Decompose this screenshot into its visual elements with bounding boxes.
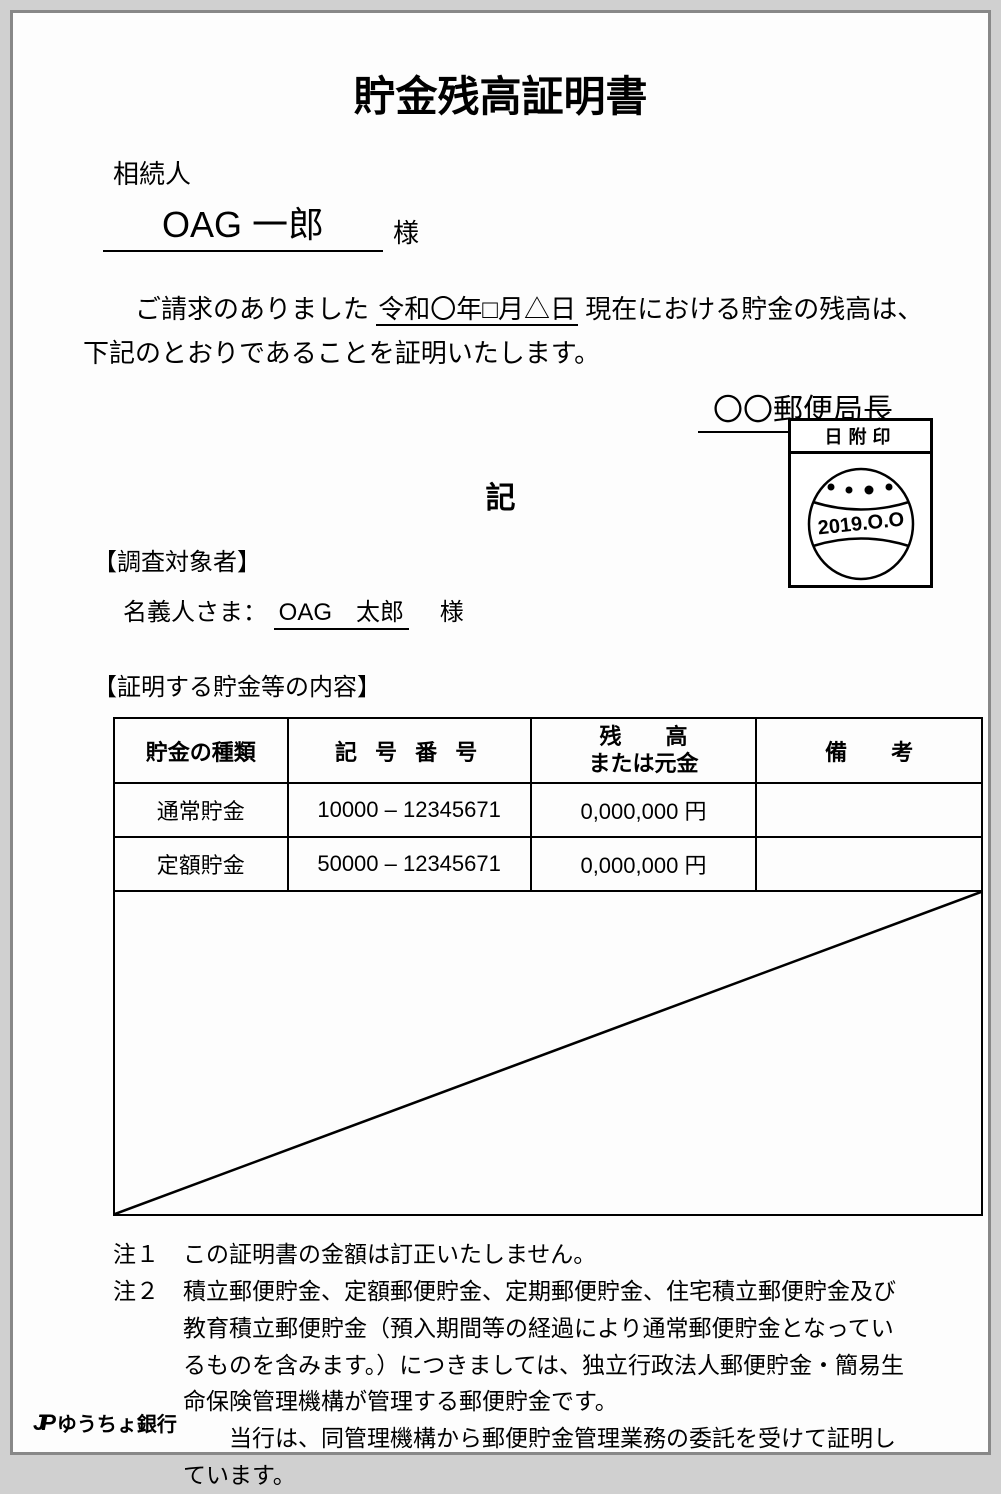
statement-prefix: ご請求のありました <box>135 294 369 324</box>
table-header-row: 貯金の種類 記 号 番 号 残 高 または元金 備 考 <box>114 718 982 783</box>
cell-remark <box>756 837 982 891</box>
cell-type: 定額貯金 <box>114 837 288 891</box>
holder-suffix: 様 <box>440 599 464 626</box>
certificate-page: 貯金残高証明書 相続人 OAG 一郎 様 ご請求のありました 令和〇年□月△日 … <box>10 10 991 1455</box>
th-number: 記 号 番 号 <box>288 718 531 783</box>
note-1: 注１ この証明書の金額は訂正いたしません。 <box>113 1236 908 1273</box>
document-title: 貯金残高証明書 <box>53 63 948 124</box>
th-remark: 備 考 <box>756 718 982 783</box>
empty-diagonal-cell <box>114 891 982 1215</box>
stamp-circle-icon: 2019.O.O <box>801 462 921 582</box>
holder-label: 名義人さま： <box>123 599 267 626</box>
heir-suffix: 様 <box>393 213 419 252</box>
stamp-body: 2019.O.O <box>791 454 930 589</box>
cell-type: 通常貯金 <box>114 783 288 837</box>
diagonal-line-icon <box>115 892 981 1214</box>
statement-text: ご請求のありました 令和〇年□月△日 現在における貯金の残高は、下記のとおりであ… <box>83 287 928 375</box>
heir-name: OAG 一郎 <box>103 196 383 252</box>
cell-remark <box>756 783 982 837</box>
table-row: 定額貯金50000 – 123456710,000,000 円 <box>114 837 982 891</box>
cell-number: 10000 – 12345671 <box>288 783 531 837</box>
heir-name-row: OAG 一郎 様 <box>103 196 948 252</box>
cell-balance: 0,000,000 円 <box>531 837 757 891</box>
note2-label: 注２ <box>113 1273 183 1420</box>
date-stamp-box: 日附印 2019.O.O <box>788 418 933 588</box>
cell-number: 50000 – 12345671 <box>288 837 531 891</box>
holder-name: OAG 太郎 <box>274 599 409 630</box>
th-balance: 残 高 または元金 <box>531 718 757 783</box>
holder-row: 名義人さま： OAG 太郎 様 <box>123 592 948 627</box>
content-header: 【証明する貯金等の内容】 <box>93 667 948 702</box>
th-type: 貯金の種類 <box>114 718 288 783</box>
bank-logo: JP ゆうちょ銀行 <box>33 1408 177 1437</box>
savings-table: 貯金の種類 記 号 番 号 残 高 または元金 備 考 通常貯金10000 – … <box>113 717 983 1216</box>
statement-date: 令和〇年□月△日 <box>376 294 578 326</box>
bank-name: ゆうちょ銀行 <box>57 1408 177 1437</box>
svg-text:2019.O.O: 2019.O.O <box>816 508 905 539</box>
bank-logo-mark: JP <box>33 1410 52 1436</box>
note1-text: この証明書の金額は訂正いたしません。 <box>183 1236 908 1273</box>
cell-balance: 0,000,000 円 <box>531 783 757 837</box>
note1-label: 注１ <box>113 1236 183 1273</box>
notes-section: 注１ この証明書の金額は訂正いたしません。 注２ 積立郵便貯金、定額郵便貯金、定… <box>113 1236 908 1494</box>
heir-label: 相続人 <box>113 154 948 191</box>
table-row-empty <box>114 891 982 1215</box>
note2-text: 積立郵便貯金、定額郵便貯金、定期郵便貯金、住宅積立郵便貯金及び教育積立郵便貯金（… <box>183 1273 908 1420</box>
content-section: 【証明する貯金等の内容】 貯金の種類 記 号 番 号 残 高 または元金 備 考… <box>93 667 948 1216</box>
note-2: 注２ 積立郵便貯金、定額郵便貯金、定期郵便貯金、住宅積立郵便貯金及び教育積立郵便… <box>113 1273 908 1420</box>
stamp-header: 日附印 <box>791 421 930 454</box>
table-row: 通常貯金10000 – 123456710,000,000 円 <box>114 783 982 837</box>
note2-continuation: 当行は、同管理機構から郵便貯金管理業務の委託を受けて証明しています。 <box>183 1420 908 1494</box>
